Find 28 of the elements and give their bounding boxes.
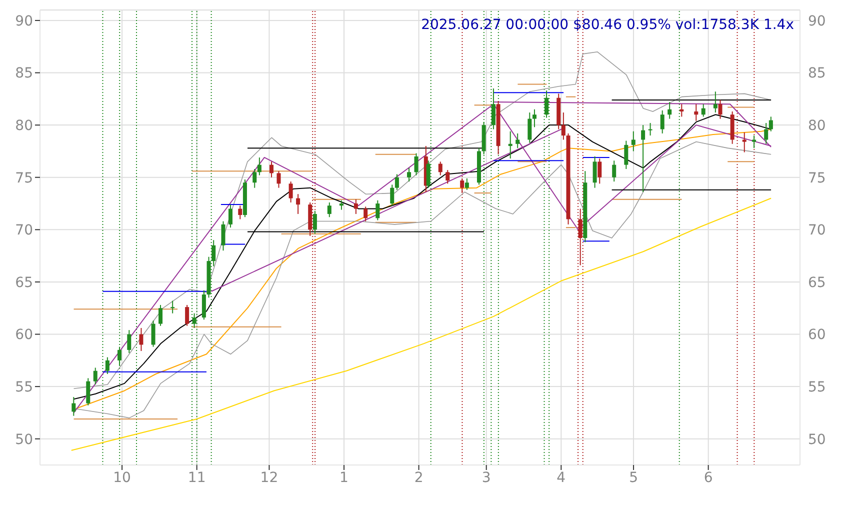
x-tick-label: 6: [704, 470, 713, 486]
y2-tick-label: 65: [808, 274, 826, 291]
y2-tick-label: 50: [808, 432, 826, 448]
x-tick-label: 2: [414, 470, 424, 486]
y-tick-label: 75: [15, 170, 33, 186]
y2-tick-label: 70: [808, 222, 826, 239]
y-tick-label: 60: [15, 327, 33, 344]
y2-tick-label: 60: [808, 327, 826, 344]
y2-tick-label: 55: [808, 380, 826, 396]
x-tick-label: 4: [556, 470, 566, 486]
y2-tick-label: 80: [808, 118, 826, 134]
y2-tick-label: 75: [808, 170, 826, 186]
x-tick-label: 12: [260, 470, 278, 486]
y2-tick-label: 85: [808, 66, 826, 82]
y-tick-label: 90: [15, 13, 33, 30]
y-tick-label: 65: [15, 274, 33, 291]
y2-tick-label: 90: [808, 13, 826, 30]
y-tick-label: 85: [15, 66, 33, 82]
x-tick-label: 3: [482, 470, 491, 486]
x-tick-label: 10: [113, 470, 131, 486]
x-tick-label: 11: [188, 470, 206, 486]
y-tick-label: 80: [15, 118, 33, 134]
x-tick-label: 1: [340, 470, 348, 486]
x-tick-label: 5: [629, 470, 638, 486]
y-tick-label: 50: [15, 432, 33, 448]
text: 2025.06.27 00:00:00 $80.46 0.95% vol:1758.3K 1.4x: [421, 17, 794, 33]
y-tick-label: 55: [15, 380, 33, 396]
y-tick-label: 70: [15, 222, 33, 239]
